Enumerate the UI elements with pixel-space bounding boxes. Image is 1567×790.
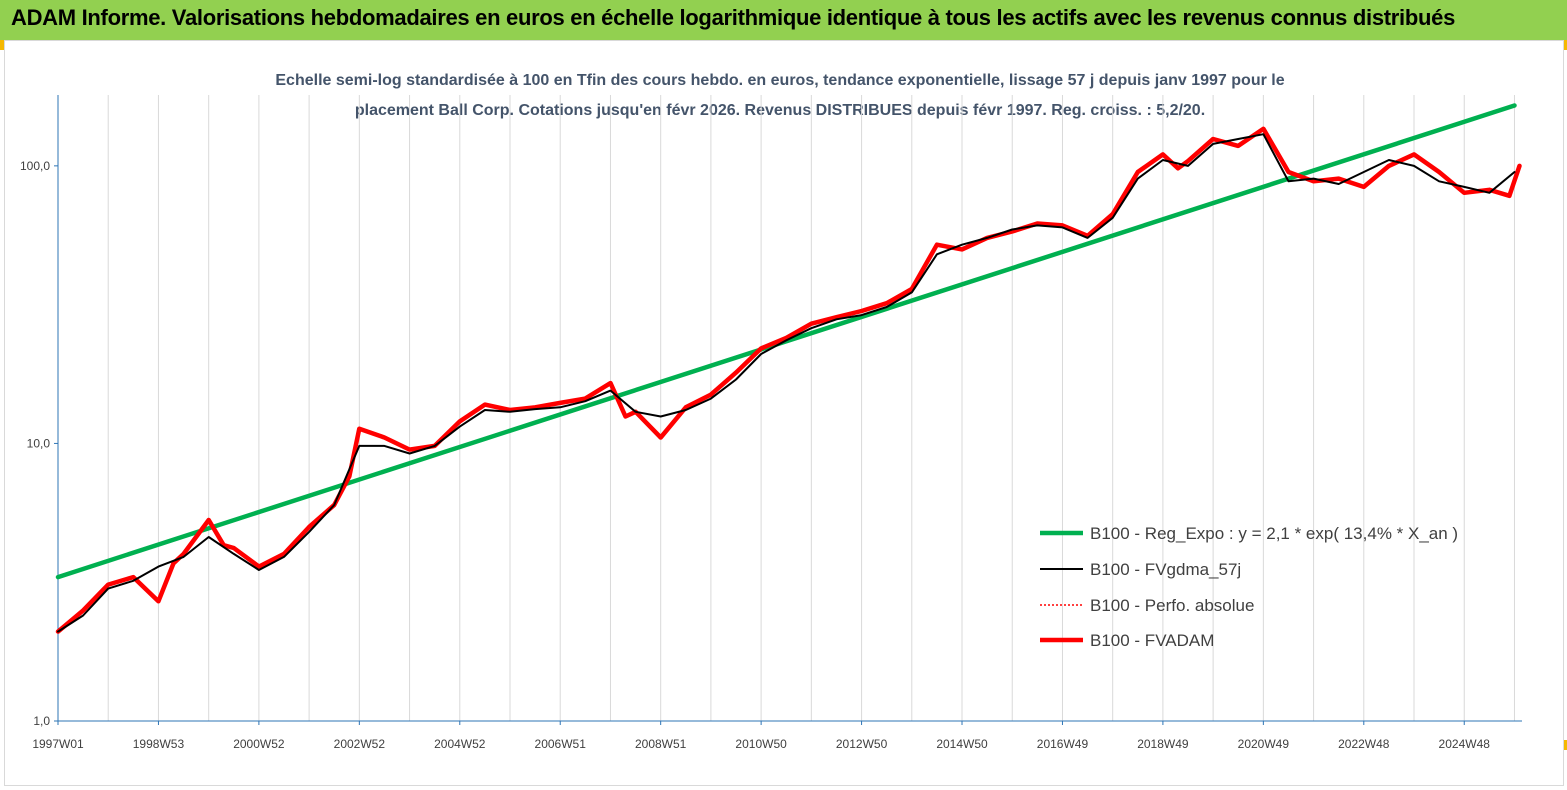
x-tick-label: 2004W52	[434, 737, 486, 751]
x-tick-label: 2016W49	[1037, 737, 1089, 751]
x-tick-label: 2000W52	[233, 737, 285, 751]
y-tick-label: 1,0	[33, 714, 50, 728]
banner-title: ADAM Informe. Valorisations hebdomadaire…	[11, 5, 1456, 30]
x-tick-label: 2018W49	[1137, 737, 1189, 751]
x-tick-label: 2008W51	[635, 737, 687, 751]
series-line-3	[55, 126, 1522, 634]
axis-layer: 1,0 10,0 100,0 1997W01 1998W53 2000W52 2002W52…	[20, 95, 1522, 751]
x-tick-label: 1997W01	[32, 737, 84, 751]
series-layer	[55, 103, 1522, 634]
chart-title-line-2: placement Ball Corp. Cotations jusqu'en …	[355, 102, 1205, 119]
legend-label-1: B100 - FVgdma_57j	[1090, 560, 1241, 579]
series-line-1	[57, 133, 1516, 633]
x-tick-label: 2022W48	[1338, 737, 1390, 751]
y-tick-label: 10,0	[27, 436, 51, 450]
legend-label-0: B100 - Reg_Expo : y = 2,1 * exp( 13,4% *…	[1090, 524, 1458, 543]
chart-area	[4, 40, 1564, 786]
y-tick-label: 100,0	[20, 159, 50, 173]
x-tick-label: 2012W50	[836, 737, 888, 751]
x-tick-label: 2002W52	[334, 737, 386, 751]
x-tick-label: 2024W48	[1439, 737, 1491, 751]
x-tick-label: 1998W53	[133, 737, 185, 751]
legend: B100 - Reg_Expo : y = 2,1 * exp( 13,4% *…	[1040, 524, 1458, 650]
x-tick-label: 2010W50	[735, 737, 787, 751]
header-banner: ADAM Informe. Valorisations hebdomadaire…	[0, 0, 1567, 40]
x-tick-label: 2020W49	[1238, 737, 1290, 751]
chart-title-line-1: Echelle semi-log standardisée à 100 en T…	[275, 72, 1284, 89]
x-tick-label: 2014W50	[936, 737, 988, 751]
grid-layer	[57, 95, 1515, 721]
legend-label-2: B100 - Perfo. absolue	[1090, 596, 1254, 615]
x-tick-label: 2006W51	[535, 737, 587, 751]
legend-label-3: B100 - FVADAM	[1090, 631, 1214, 650]
